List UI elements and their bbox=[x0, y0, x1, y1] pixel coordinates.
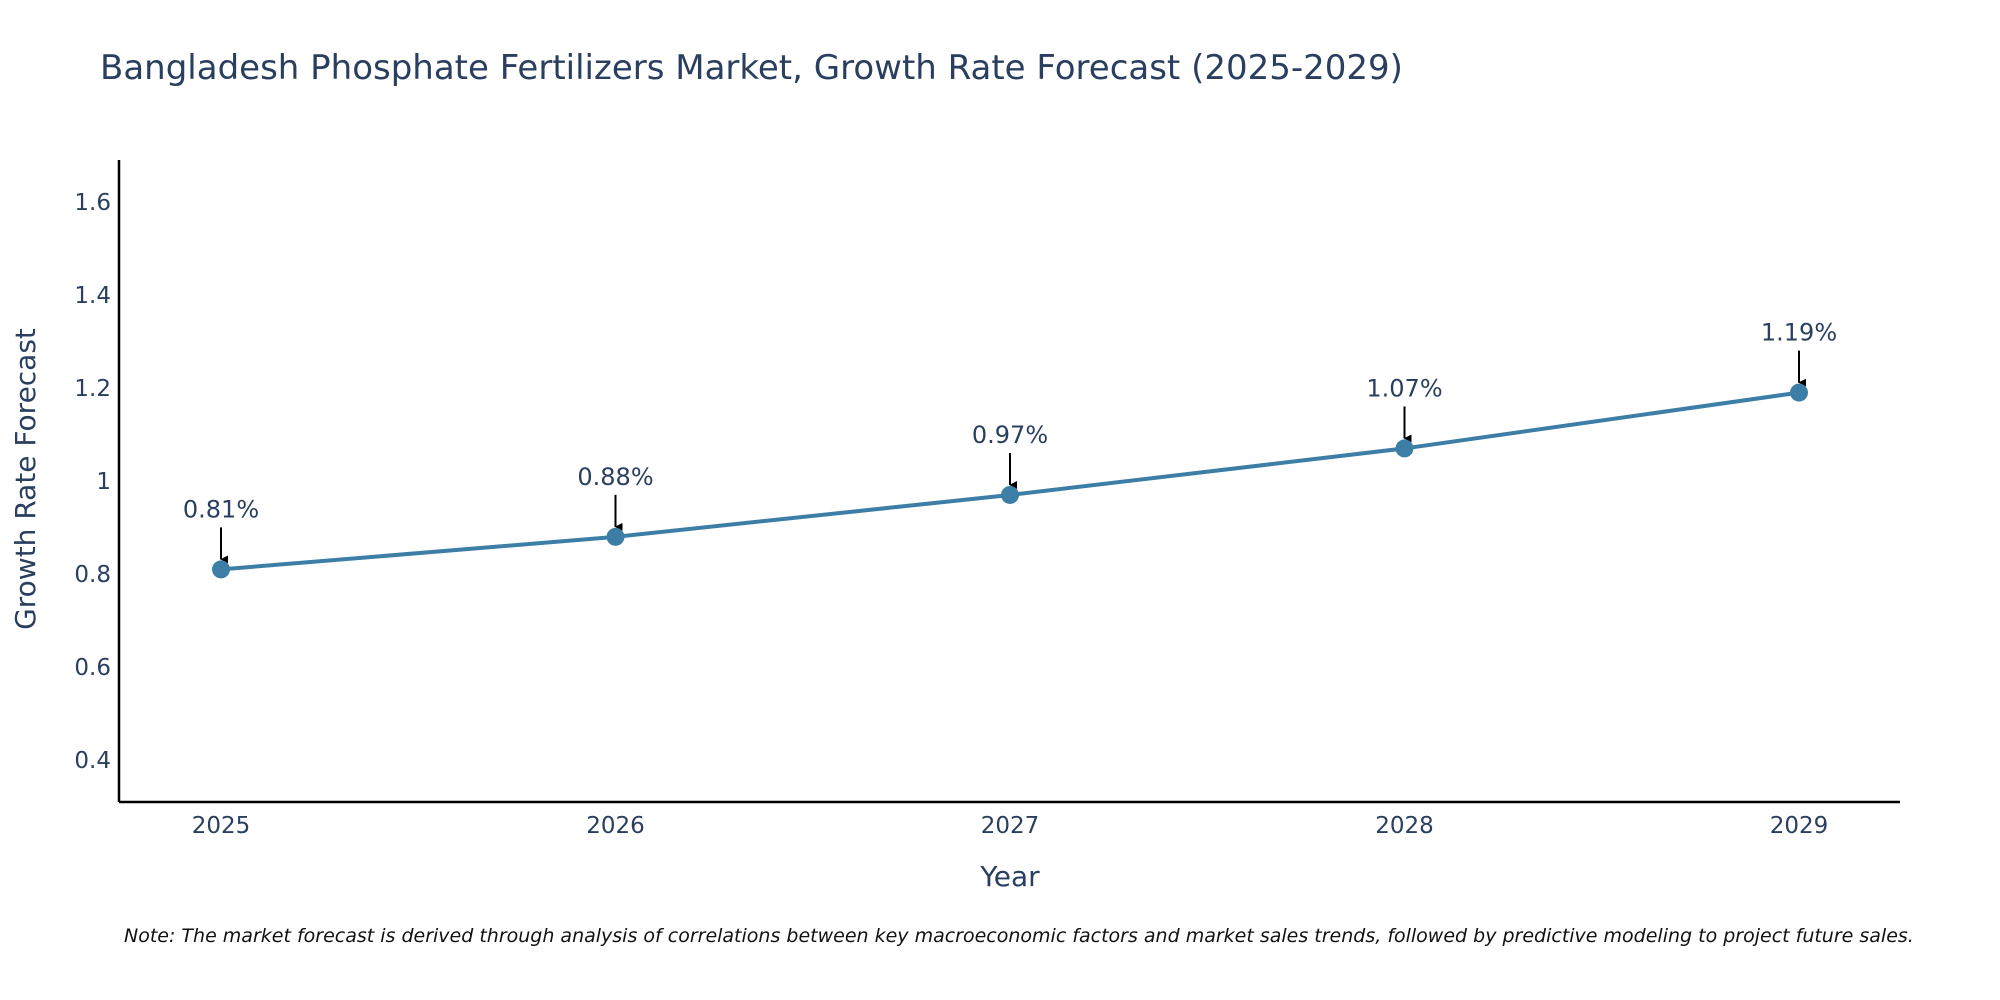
data-point[interactable] bbox=[212, 560, 230, 579]
x-axis-title: Year bbox=[979, 860, 1040, 893]
data-annotations: 0.81% 0.88% 0.97% 1.07% 1.19% bbox=[183, 319, 1837, 564]
data-point[interactable] bbox=[1790, 383, 1808, 402]
y-axis-title: Growth Rate Forecast bbox=[9, 328, 42, 630]
chart-title: Bangladesh Phosphate Fertilizers Market,… bbox=[100, 48, 1403, 88]
data-point[interactable] bbox=[606, 527, 625, 546]
x-axis-ticks: 2025 2026 2027 2028 2029 bbox=[192, 813, 1829, 839]
y-tick-label: 1.4 bbox=[74, 283, 111, 309]
y-tick-label: 1.6 bbox=[74, 190, 111, 216]
x-tick-label: 2029 bbox=[1770, 813, 1829, 839]
x-tick-label: 2026 bbox=[586, 813, 645, 839]
data-markers bbox=[212, 383, 1808, 579]
data-point[interactable] bbox=[1395, 439, 1414, 458]
data-point[interactable] bbox=[1001, 485, 1019, 504]
y-axis-ticks: 0.4 0.6 0.8 1 1.2 1.4 1.6 bbox=[74, 190, 111, 774]
data-label: 0.81% bbox=[183, 495, 259, 523]
y-tick-label: 1 bbox=[96, 469, 111, 495]
x-tick-label: 2025 bbox=[192, 813, 251, 839]
data-label: 1.19% bbox=[1761, 319, 1837, 347]
forecast-note: Note: The market forecast is derived thr… bbox=[124, 925, 1914, 947]
y-tick-label: 1.2 bbox=[74, 376, 111, 402]
axes bbox=[117, 160, 1900, 804]
y-tick-label: 0.4 bbox=[74, 748, 111, 774]
data-label: 1.07% bbox=[1366, 374, 1442, 402]
y-tick-label: 0.6 bbox=[74, 655, 111, 681]
data-label: 0.97% bbox=[972, 421, 1048, 449]
x-tick-label: 2028 bbox=[1375, 813, 1434, 839]
data-label: 0.88% bbox=[577, 463, 653, 491]
x-tick-label: 2027 bbox=[981, 813, 1040, 839]
y-tick-label: 0.8 bbox=[74, 562, 111, 588]
